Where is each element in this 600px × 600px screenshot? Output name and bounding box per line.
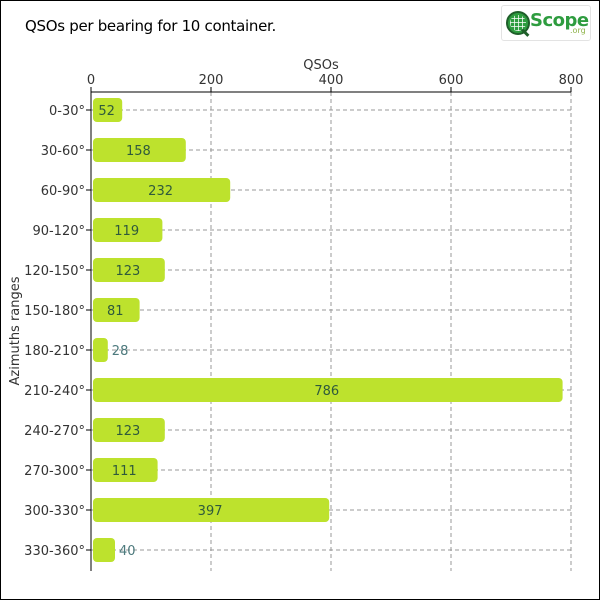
x-tick-label: 0: [87, 73, 95, 88]
category-label: 210-240°: [24, 384, 85, 399]
bar: [93, 258, 165, 282]
x-axis-label: QSOs: [303, 58, 339, 73]
bar-value-label: 786: [314, 384, 339, 399]
bar: [93, 458, 158, 482]
category-label: 330-360°: [24, 544, 85, 559]
bar-value-label: 52: [98, 104, 115, 119]
category-label: 300-330°: [24, 504, 85, 519]
bar: [93, 178, 231, 202]
bar-value-label: 123: [115, 264, 140, 279]
category-label: 90-120°: [32, 224, 85, 239]
bar: [93, 538, 115, 562]
x-tick-label: 800: [559, 73, 584, 88]
bar-value-label: 81: [107, 304, 124, 319]
x-tick-label: 200: [199, 73, 224, 88]
bars: 52 158 232 119 123 81 28 786 123 111 397 40: [93, 98, 563, 562]
x-tick-label: 600: [439, 73, 464, 88]
bar: [93, 298, 140, 322]
category-label: 240-270°: [24, 424, 85, 439]
bar-value-label: 232: [148, 184, 173, 199]
bar-value-label: 123: [115, 424, 140, 439]
category-label: 180-210°: [24, 344, 85, 359]
category-label: 270-300°: [24, 464, 85, 479]
logo-subtext: .org: [570, 26, 586, 35]
x-tick-label: 400: [319, 73, 344, 88]
bar: [93, 498, 330, 522]
bar: [93, 98, 123, 122]
bar-value-label: 119: [114, 224, 139, 239]
bar-value-label: 28: [112, 344, 129, 359]
category-label: 0-30°: [49, 104, 85, 119]
bar-value-label: 111: [112, 464, 137, 479]
bar-value-label: 40: [119, 544, 136, 559]
axes: 0 200 400 600 800 QSOs Azimuths ranges 0-30° 30-…: [8, 58, 583, 571]
qscope-logo: Scope .org: [501, 5, 591, 41]
bar-value-label: 158: [126, 144, 151, 159]
category-label: 120-150°: [24, 264, 85, 279]
y-axis-label: Azimuths ranges: [8, 276, 23, 385]
chart-title: QSOs per bearing for 10 container.: [25, 17, 276, 35]
bar: [93, 418, 165, 442]
bar: [93, 338, 108, 362]
bar: [93, 138, 186, 162]
logo-text: Scope: [530, 10, 589, 31]
category-label: 150-180°: [24, 304, 85, 319]
category-label: 30-60°: [41, 144, 85, 159]
category-label: 60-90°: [41, 184, 85, 199]
globe-grid-icon: [510, 15, 526, 31]
bar: [93, 218, 163, 242]
bar: [93, 378, 563, 402]
bar-value-label: 397: [198, 504, 223, 519]
